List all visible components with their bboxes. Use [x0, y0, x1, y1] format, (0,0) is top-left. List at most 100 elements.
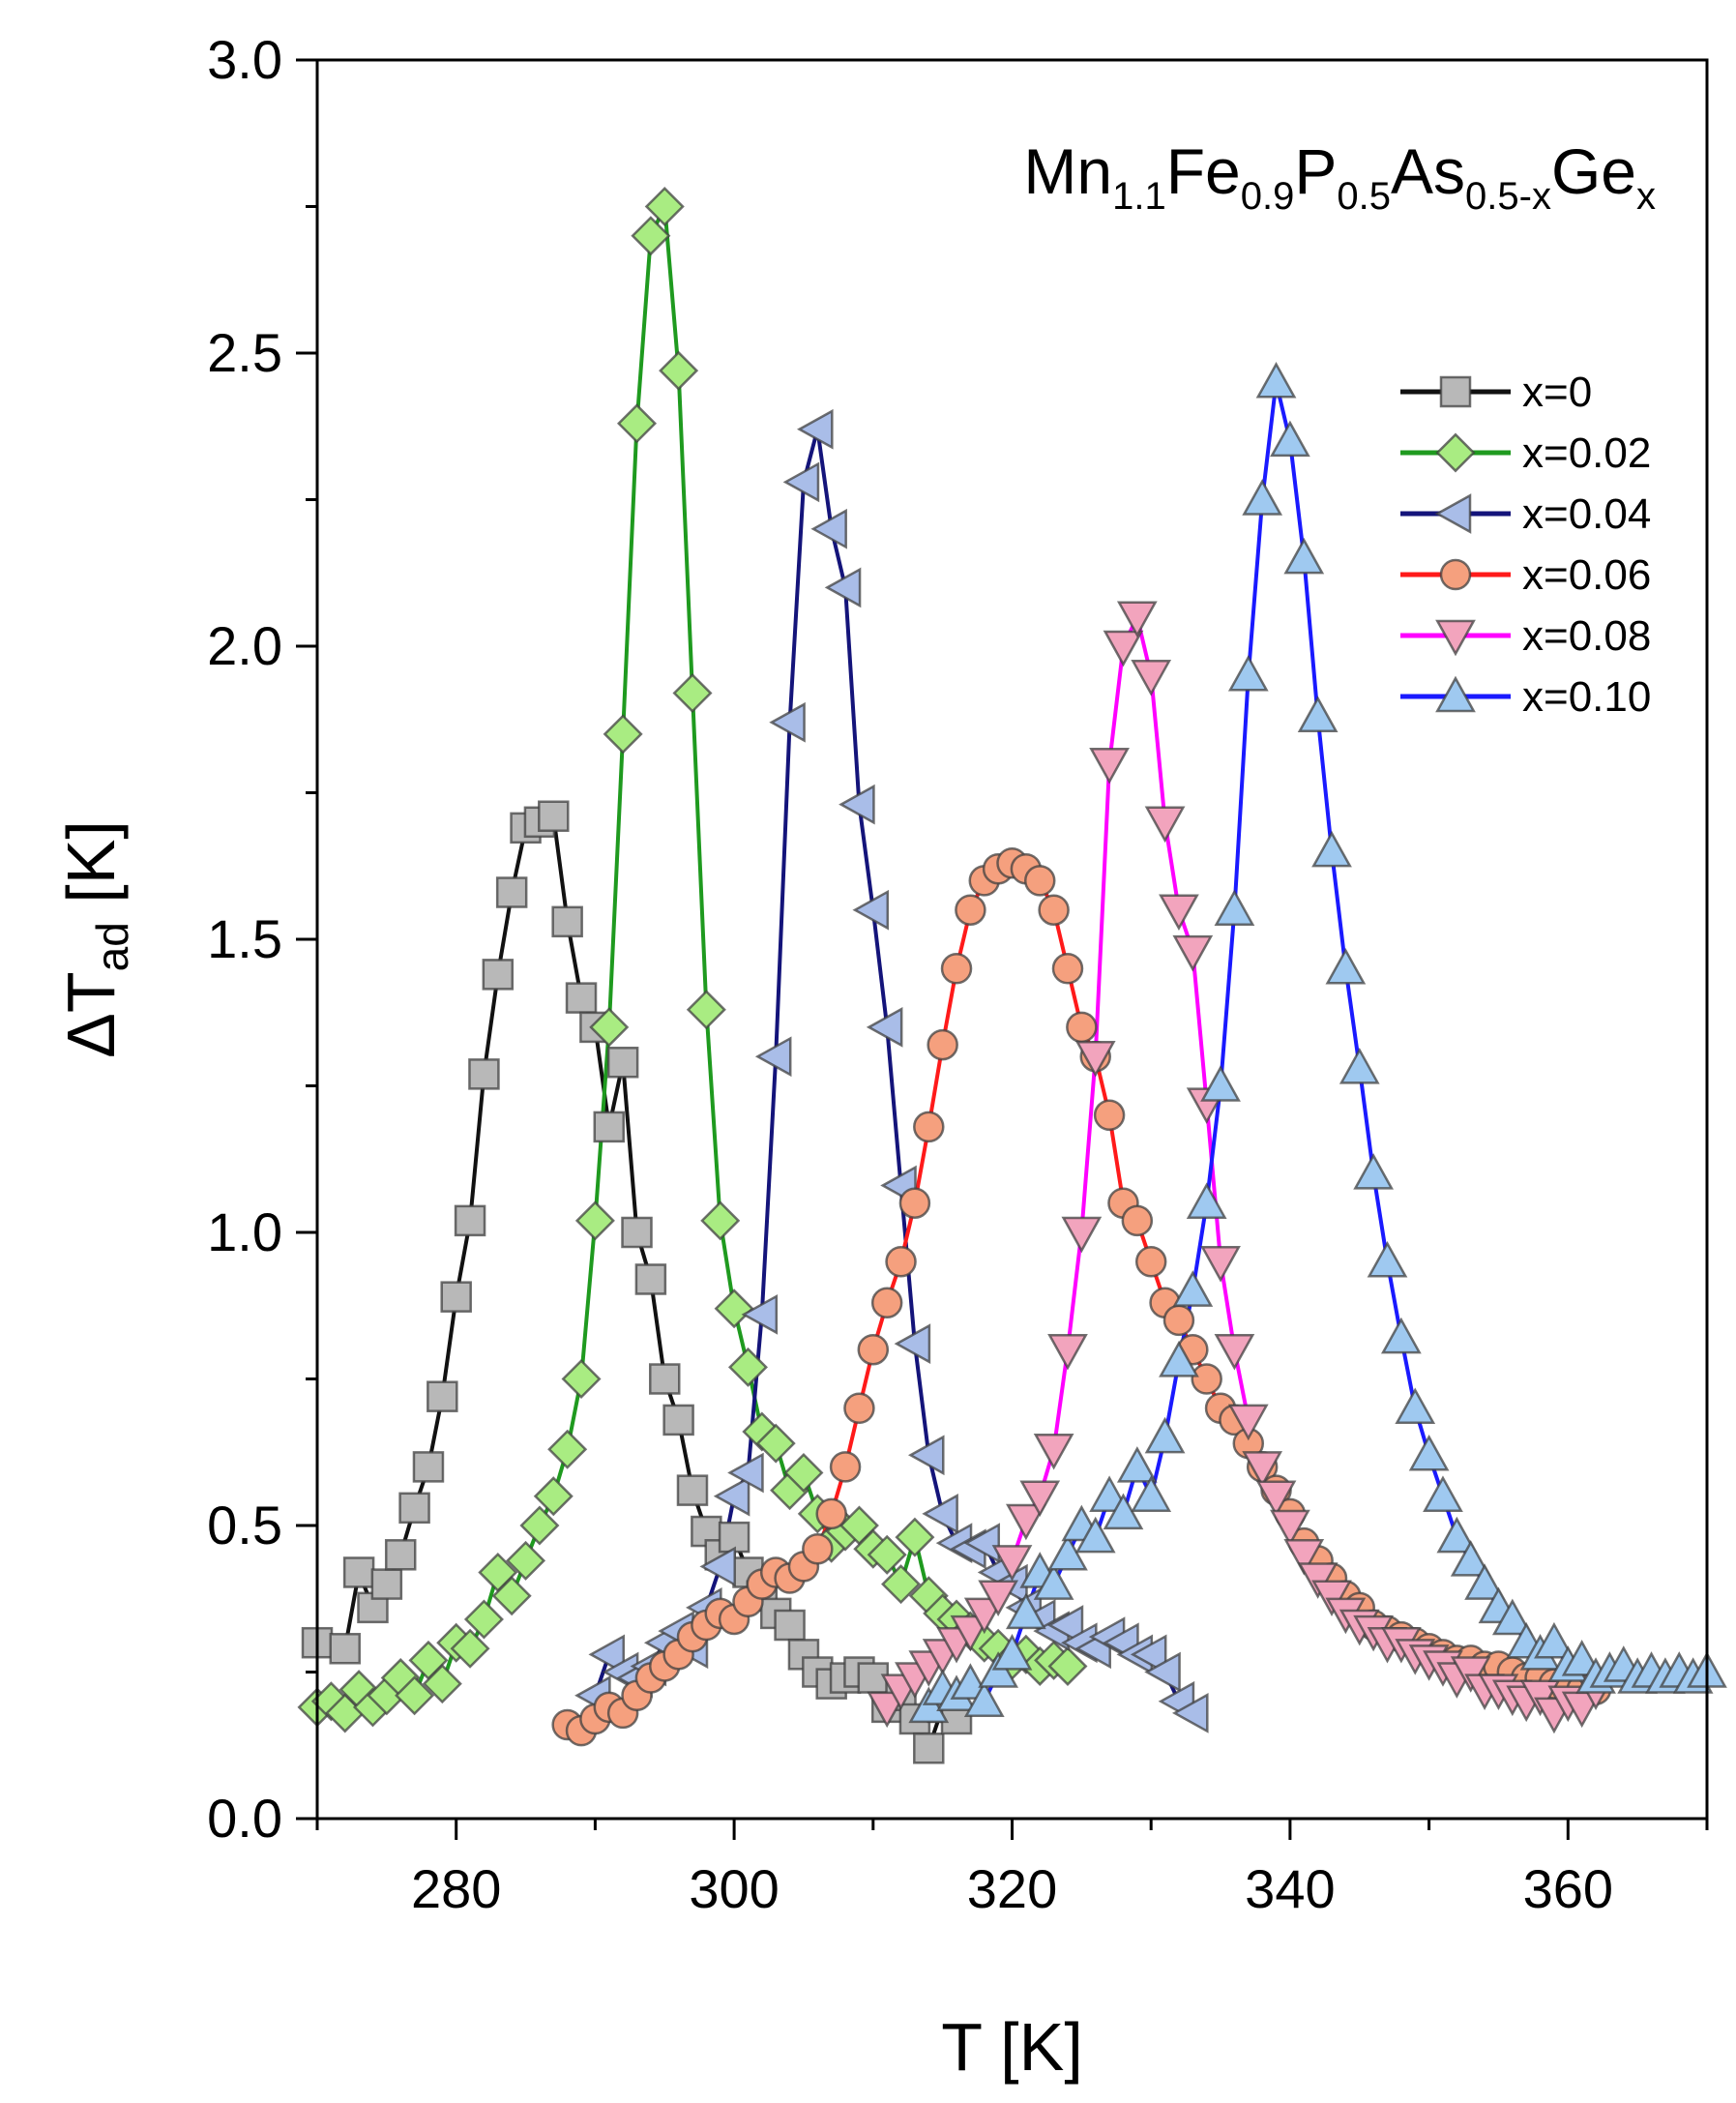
formula-element: P: [1294, 135, 1337, 207]
data-point: [649, 1363, 681, 1395]
data-point: [589, 1007, 630, 1048]
data-point: [700, 1200, 741, 1241]
data-point: [1159, 1340, 1199, 1377]
legend-label: x=0.08: [1522, 612, 1651, 660]
data-point: [754, 1036, 792, 1078]
data-point: [1047, 1333, 1088, 1371]
data-point: [1162, 1304, 1195, 1337]
legend-marker: [1434, 493, 1472, 534]
data-point: [895, 1517, 935, 1557]
data-point: [755, 1423, 796, 1464]
data-point: [857, 1333, 890, 1366]
data-point: [991, 1633, 1033, 1671]
formula-subscript: x: [1636, 175, 1656, 218]
y-tick-label: 2.5: [207, 322, 282, 383]
data-point: [616, 403, 658, 444]
data-point: [506, 1540, 546, 1581]
data-point: [991, 1545, 1033, 1582]
data-point: [342, 1556, 375, 1588]
data-point: [1131, 660, 1172, 696]
formula-subscript: 0.5-x: [1465, 175, 1551, 218]
data-point: [714, 1288, 754, 1329]
data-point: [898, 1187, 931, 1219]
formula-subscript: 0.9: [1241, 175, 1295, 218]
data-point: [1311, 830, 1352, 868]
data-point: [908, 1686, 950, 1724]
tick-marks: [296, 58, 1709, 1840]
tick-labels: 280 300 320 340 360 0.0 0.5 1.0 1.5 2.0 2.5 3.0: [207, 29, 1613, 1919]
data-point: [867, 1534, 907, 1575]
data-point: [519, 1505, 560, 1546]
series-markers-x-0: [301, 800, 973, 1764]
data-point: [631, 216, 671, 256]
data-point: [963, 1680, 1005, 1718]
x-tick-label: 360: [1523, 1858, 1613, 1919]
data-point: [769, 701, 806, 743]
legend-marker: [1435, 675, 1476, 713]
data-point: [1311, 1580, 1352, 1617]
data-point: [927, 1028, 958, 1061]
data-point: [1408, 1434, 1450, 1471]
data-point: [940, 953, 973, 985]
data-point: [1186, 1182, 1227, 1219]
data-point: [659, 350, 699, 391]
data-point: [662, 1404, 694, 1437]
formula-element: Mn: [1023, 135, 1112, 207]
data-point: [1172, 934, 1214, 972]
data-point: [843, 1392, 875, 1425]
data-point: [1200, 1246, 1241, 1283]
data-point: [1051, 953, 1084, 985]
data-point: [1464, 1563, 1505, 1600]
y-axis-title-main: ΔT: [53, 971, 129, 1058]
y-tick-label: 1.0: [207, 1201, 282, 1262]
y-tick-label: 2.0: [207, 615, 282, 676]
formula-element: Fe: [1166, 135, 1241, 207]
data-point: [881, 1564, 922, 1605]
data-point: [1214, 889, 1255, 926]
data-markers: [297, 186, 1727, 1764]
legend-marker: [1435, 619, 1476, 657]
legend-marker: [1439, 558, 1472, 591]
data-point: [699, 1546, 736, 1587]
data-point: [1005, 1503, 1046, 1541]
data-point: [422, 1664, 462, 1704]
data-point: [894, 1323, 931, 1365]
data-point: [1130, 1634, 1167, 1675]
data-point: [1033, 1433, 1074, 1470]
data-point: [676, 1474, 709, 1506]
data-point: [1325, 947, 1367, 985]
data-point: [440, 1281, 472, 1313]
data-point: [1283, 1539, 1325, 1576]
data-point: [727, 1452, 764, 1494]
x-tick-label: 280: [411, 1858, 501, 1919]
formula-subscript: 1.1: [1112, 175, 1166, 218]
data-point: [1380, 1317, 1422, 1354]
legend-label: x=0: [1522, 369, 1592, 416]
data-point: [1491, 1598, 1533, 1636]
data-point: [495, 876, 528, 908]
x-tick-label: 320: [967, 1858, 1057, 1919]
data-point: [1339, 1047, 1380, 1084]
x-axis-title: T [K]: [941, 2009, 1083, 2085]
data-point: [1270, 1509, 1310, 1547]
data-point: [463, 1599, 504, 1640]
data-point: [922, 1494, 958, 1534]
data-point: [621, 1216, 653, 1249]
data-point: [1159, 894, 1199, 932]
y-axis-title-sub: ad: [87, 922, 137, 971]
legend-item: x=0.02: [1400, 429, 1651, 477]
legend-label: x=0.04: [1522, 490, 1651, 538]
data-point: [603, 714, 643, 755]
data-point: [588, 1634, 626, 1675]
data-point: [741, 1293, 779, 1335]
data-point: [1297, 696, 1339, 732]
data-point: [482, 959, 515, 991]
data-point: [1074, 1516, 1116, 1554]
data-point: [1255, 1480, 1297, 1518]
data-point: [829, 1451, 862, 1483]
data-point: [412, 1451, 445, 1483]
data-point: [561, 1358, 602, 1400]
data-point: [1450, 1656, 1491, 1693]
data-point: [1519, 1679, 1561, 1717]
data-point: [1038, 894, 1070, 926]
